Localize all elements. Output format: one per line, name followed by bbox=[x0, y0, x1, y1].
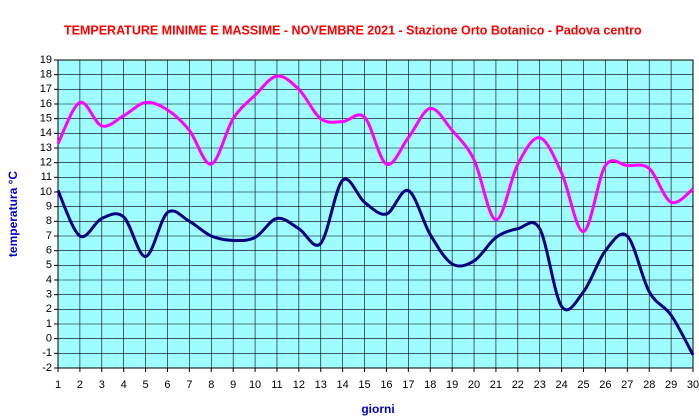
y-tick-label: -1 bbox=[42, 347, 52, 359]
x-tick-label: 27 bbox=[621, 379, 633, 391]
y-tick-label: 3 bbox=[46, 289, 52, 301]
x-tick-label: 23 bbox=[534, 379, 546, 391]
x-tick-label: 29 bbox=[665, 379, 677, 391]
x-tick-label: 19 bbox=[446, 379, 458, 391]
x-tick-label: 22 bbox=[512, 379, 524, 391]
y-tick-label: 1 bbox=[46, 318, 52, 330]
x-tick-label: 2 bbox=[77, 379, 83, 391]
x-tick-label: 10 bbox=[249, 379, 261, 391]
x-tick-label: 6 bbox=[164, 379, 170, 391]
x-tick-label: 20 bbox=[468, 379, 480, 391]
y-tick-label: -2 bbox=[42, 362, 52, 374]
x-tick-label: 7 bbox=[186, 379, 192, 391]
x-tick-label: 5 bbox=[143, 379, 149, 391]
x-tick-label: 3 bbox=[99, 379, 105, 391]
y-axis-label: temperatura °C bbox=[6, 171, 20, 257]
x-tick-label: 30 bbox=[687, 379, 699, 391]
y-tick-label: 13 bbox=[40, 142, 52, 154]
x-tick-label: 18 bbox=[424, 379, 436, 391]
x-tick-label: 13 bbox=[315, 379, 327, 391]
y-tick-label: 4 bbox=[46, 274, 52, 286]
x-tick-label: 17 bbox=[402, 379, 414, 391]
x-tick-label: 15 bbox=[358, 379, 370, 391]
chart-title: TEMPERATURE MINIME E MASSIME - NOVEMBRE … bbox=[64, 23, 642, 37]
x-tick-label: 16 bbox=[380, 379, 392, 391]
y-tick-label: 16 bbox=[40, 98, 52, 110]
series-line bbox=[56, 177, 695, 356]
y-tick-label: 11 bbox=[41, 171, 52, 183]
y-tick-label: 17 bbox=[40, 83, 52, 95]
y-tick-label: 7 bbox=[46, 230, 52, 242]
y-tick-label: 19 bbox=[40, 54, 52, 66]
y-tick-label: 15 bbox=[40, 113, 52, 125]
x-tick-label: 21 bbox=[490, 379, 502, 391]
y-tick-label: 10 bbox=[40, 186, 52, 198]
y-tick-label: 18 bbox=[40, 69, 52, 81]
series-line bbox=[56, 74, 694, 234]
y-tick-label: 6 bbox=[46, 245, 52, 257]
y-tick-label: 14 bbox=[40, 127, 52, 139]
plot-area bbox=[58, 60, 693, 368]
x-tick-label: 25 bbox=[577, 379, 589, 391]
x-tick-label: 14 bbox=[337, 379, 349, 391]
x-tick-label: 12 bbox=[293, 379, 305, 391]
x-tick-label: 9 bbox=[230, 379, 236, 391]
y-tick-label: 0 bbox=[46, 333, 52, 345]
x-tick-label: 4 bbox=[121, 379, 127, 391]
x-tick-label: 8 bbox=[208, 379, 214, 391]
y-tick-label: 9 bbox=[46, 201, 52, 213]
y-tick-label: 5 bbox=[46, 259, 52, 271]
x-tick-label: 11 bbox=[271, 379, 282, 391]
plot-border bbox=[57, 59, 694, 369]
x-axis-label: giorni bbox=[361, 402, 394, 416]
x-tick-label: 24 bbox=[555, 379, 567, 391]
x-tick-label: 26 bbox=[599, 379, 611, 391]
y-tick-label: 2 bbox=[46, 303, 52, 315]
y-tick-label: 8 bbox=[46, 215, 52, 227]
x-tick-label: 28 bbox=[643, 379, 655, 391]
x-tick-label: 1 bbox=[55, 379, 61, 391]
y-tick-label: 12 bbox=[40, 157, 52, 169]
